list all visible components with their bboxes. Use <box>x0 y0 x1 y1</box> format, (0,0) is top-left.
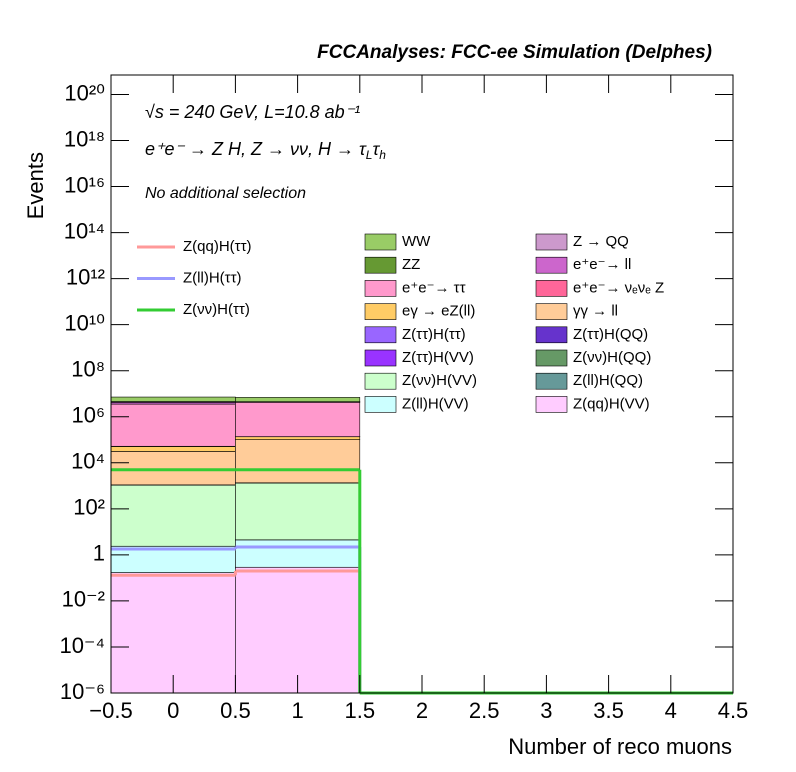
process-part: h <box>379 148 386 162</box>
legend-label: eγ → eZ(ll) <box>402 303 475 320</box>
legend-label: Z(ll)H(VV) <box>402 395 469 412</box>
legend-label: e⁺e⁻→ ll <box>573 256 631 273</box>
legend-swatch <box>535 396 568 413</box>
x-tick-label: 3 <box>540 698 552 723</box>
legend-label: Z(νν)H(VV) <box>402 372 477 389</box>
legend-swatch <box>535 256 568 274</box>
x-tick-label: 4 <box>665 698 677 723</box>
legend-swatch <box>364 303 397 320</box>
legend-swatch <box>535 233 568 251</box>
stack-bar <box>110 545 236 573</box>
chart-title: FCCAnalyses: FCC-ee Simulation (Delphes) <box>317 42 712 63</box>
x-tick-label: −0.5 <box>89 698 132 723</box>
stack-bar <box>110 451 236 486</box>
stack-bar <box>110 396 236 402</box>
stack-bar <box>235 439 361 484</box>
x-tick-label: 1 <box>291 698 303 723</box>
legend-label: Z(νν)H(QQ) <box>573 349 651 366</box>
stack-bar <box>110 572 236 694</box>
y-tick-label: 10¹⁰ <box>64 310 105 335</box>
x-tick-label: 0.5 <box>220 698 251 723</box>
legend-swatch <box>364 396 397 413</box>
y-tick-label: 10⁴ <box>71 449 105 474</box>
process-text: e⁺e⁻ → Z H, Z → νν, H → τLτh <box>145 139 386 162</box>
x-tick-label: 1.5 <box>345 698 376 723</box>
x-tick-label: 2.5 <box>469 698 500 723</box>
stack-bar <box>235 539 361 568</box>
legend-swatch <box>535 326 568 344</box>
energy-text: √s = 240 GeV, L=10.8 ab⁻¹ <box>145 102 360 122</box>
legend-swatch <box>535 349 568 367</box>
legend-label: Z(ττ)H(QQ) <box>573 326 648 343</box>
y-tick-label: 10²⁰ <box>64 80 105 105</box>
legend-label: Z(ττ)H(ττ) <box>402 326 466 343</box>
stack-bar <box>235 436 361 440</box>
y-tick-label: 10¹² <box>66 264 105 289</box>
stack-bar <box>235 397 361 402</box>
y-tick-label: 10⁻² <box>62 587 105 612</box>
legend-swatch <box>364 256 397 274</box>
y-tick-label: 10¹⁴ <box>64 218 105 243</box>
y-tick-label: 10⁻⁴ <box>59 633 105 658</box>
y-tick-label: 10⁸ <box>71 357 105 382</box>
x-tick-label: 3.5 <box>593 698 624 723</box>
stack-bar <box>235 482 361 541</box>
stack-bar <box>235 566 361 694</box>
legend-swatch <box>364 280 397 297</box>
y-tick-label: 10⁻⁶ <box>60 679 105 704</box>
legend-label: γγ → ll <box>573 303 618 320</box>
legend-label: e⁺e⁻→ ττ <box>402 279 466 296</box>
legend-label: WW <box>402 233 431 250</box>
legend-swatch <box>535 303 568 320</box>
y-tick-label: 10¹⁸ <box>64 126 105 151</box>
legend-swatch <box>364 326 397 344</box>
y-tick-label: 1 <box>93 541 105 566</box>
legend-label: Z(ττ)H(VV) <box>402 349 474 366</box>
legend-swatch <box>535 280 568 297</box>
y-tick-label: 10² <box>73 495 105 520</box>
stack-bar <box>110 484 236 547</box>
stack-bar <box>235 402 361 437</box>
legend-label: Z(qq)H(VV) <box>573 395 650 412</box>
legend-label: ZZ <box>402 256 420 273</box>
stack-bar <box>110 446 236 452</box>
legend-label: Z(qq)H(ττ) <box>183 238 252 255</box>
x-axis-label: Number of reco muons <box>508 734 732 759</box>
legend-swatch <box>364 349 397 367</box>
legend-label: Z(ll)H(ττ) <box>183 269 242 286</box>
legend-swatch <box>364 233 397 251</box>
y-axis-label: Events <box>23 152 48 219</box>
x-tick-label: 4.5 <box>718 698 749 723</box>
legend-swatch <box>364 372 397 390</box>
x-tick-label: 2 <box>416 698 428 723</box>
legend-label: Z(ll)H(QQ) <box>573 372 643 389</box>
process-part: L <box>366 148 373 162</box>
process-part: τ <box>372 139 380 159</box>
legend-label: Z(νν)H(ττ) <box>183 301 250 318</box>
y-tick-label: 10⁶ <box>71 403 105 428</box>
stack-bar <box>110 403 236 447</box>
legend-swatch <box>535 372 568 390</box>
y-tick-label: 10¹⁶ <box>64 172 105 197</box>
legend-label: Z → QQ <box>573 233 629 250</box>
selection-text: No additional selection <box>145 185 306 202</box>
process-part: e⁺e⁻ → Z H, Z → νν, H → τ <box>145 139 367 159</box>
x-tick-label: 0 <box>167 698 179 723</box>
legend-label: e⁺e⁻→ νₑνₑ Z <box>573 279 664 296</box>
